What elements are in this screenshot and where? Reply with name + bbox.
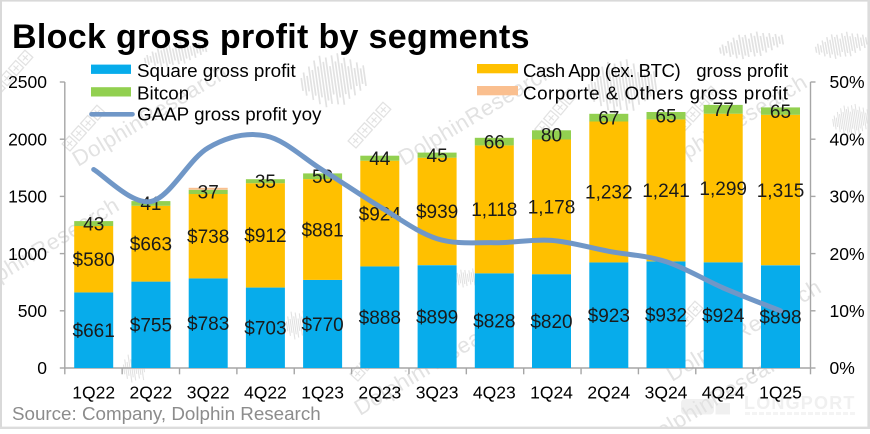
- svg-text:$924: $924: [702, 306, 745, 327]
- svg-text:$939: $939: [416, 202, 458, 223]
- svg-text:Corporte & Others gross profit: Corporte & Others gross profit: [523, 83, 789, 104]
- svg-text:45: 45: [427, 146, 448, 167]
- svg-text:65: 65: [770, 102, 791, 123]
- svg-text:GAAP gross profit yoy: GAAP gross profit yoy: [137, 104, 322, 125]
- svg-text:$932: $932: [645, 306, 687, 327]
- svg-text:$783: $783: [187, 314, 229, 335]
- svg-text:$912: $912: [244, 226, 286, 247]
- svg-text:Block gross profit by segments: Block gross profit by segments: [12, 18, 530, 56]
- svg-text:1,118: 1,118: [471, 200, 517, 221]
- svg-text:1Q24: 1Q24: [530, 382, 573, 402]
- svg-text:$881: $881: [301, 220, 343, 241]
- svg-text:2Q22: 2Q22: [129, 382, 172, 402]
- svg-text:3Q22: 3Q22: [187, 382, 230, 402]
- svg-text:35: 35: [255, 172, 276, 193]
- svg-text:$899: $899: [416, 307, 458, 328]
- svg-text:4Q24: 4Q24: [702, 382, 745, 402]
- svg-text:1Q22: 1Q22: [72, 382, 115, 402]
- svg-text:66: 66: [484, 132, 505, 153]
- svg-text:$580: $580: [73, 250, 115, 271]
- svg-text:$703: $703: [244, 319, 286, 340]
- svg-text:50%: 50%: [830, 72, 865, 92]
- svg-text:1,232: 1,232: [585, 183, 633, 204]
- svg-text:65: 65: [655, 107, 676, 128]
- svg-text:2Q23: 2Q23: [358, 382, 401, 402]
- svg-text:1,315: 1,315: [757, 181, 805, 202]
- svg-text:1,241: 1,241: [642, 181, 690, 202]
- svg-text:500: 500: [18, 301, 47, 321]
- svg-text:1000: 1000: [8, 244, 47, 264]
- svg-text:Square gross profit: Square gross profit: [137, 60, 296, 81]
- svg-text:0%: 0%: [830, 358, 855, 378]
- svg-text:Source: Company, Dolphin Resea: Source: Company, Dolphin Research: [12, 403, 321, 424]
- svg-text:1500: 1500: [8, 187, 47, 207]
- svg-text:$820: $820: [530, 312, 572, 333]
- svg-text:44: 44: [369, 149, 391, 170]
- svg-text:$888: $888: [359, 308, 401, 329]
- svg-text:10%: 10%: [830, 301, 865, 321]
- svg-text:$738: $738: [187, 227, 229, 248]
- svg-text:$755: $755: [130, 316, 172, 337]
- svg-text:1Q23: 1Q23: [301, 382, 344, 402]
- svg-text:1,178: 1,178: [528, 198, 576, 219]
- svg-text:2000: 2000: [8, 129, 47, 149]
- svg-text:37: 37: [198, 183, 219, 204]
- svg-text:$828: $828: [473, 311, 515, 332]
- svg-text:40%: 40%: [830, 129, 865, 149]
- svg-text:$770: $770: [301, 315, 343, 336]
- svg-text:3Q23: 3Q23: [416, 382, 459, 402]
- svg-text:$663: $663: [130, 235, 172, 256]
- svg-text:2500: 2500: [8, 72, 47, 92]
- svg-text:2Q24: 2Q24: [587, 382, 630, 402]
- svg-text:3Q24: 3Q24: [645, 382, 688, 402]
- svg-text:$923: $923: [588, 306, 630, 327]
- svg-text:80: 80: [541, 126, 562, 147]
- svg-text:0: 0: [37, 358, 47, 378]
- svg-text:30%: 30%: [830, 187, 865, 207]
- svg-text:1Q25: 1Q25: [759, 382, 802, 402]
- svg-text:4Q23: 4Q23: [473, 382, 516, 402]
- svg-text:$661: $661: [73, 321, 115, 342]
- svg-text:4Q22: 4Q22: [244, 382, 287, 402]
- svg-text:20%: 20%: [830, 244, 865, 264]
- svg-text:67: 67: [598, 108, 619, 129]
- svg-text:Cash App (ex. BTC) gross pro: Cash App (ex. BTC) gross profit: [523, 60, 789, 81]
- svg-text:1,299: 1,299: [699, 179, 747, 200]
- svg-text:Bitcon: Bitcon: [137, 83, 189, 104]
- svg-text:43: 43: [83, 214, 104, 235]
